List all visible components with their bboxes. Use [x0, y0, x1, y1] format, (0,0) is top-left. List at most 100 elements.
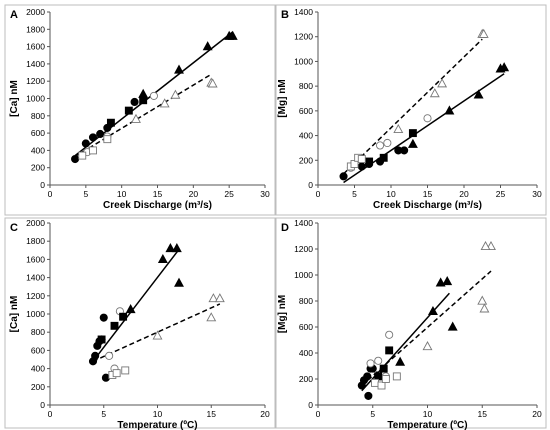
dashed-fit-line: [343, 38, 483, 175]
data-point-filled-triangle: [395, 356, 406, 366]
data-point-filled-square: [119, 312, 128, 321]
x-tick-label: 25: [224, 189, 234, 199]
data-point-open-square: [121, 366, 130, 375]
y-tick-label: 1600: [26, 42, 45, 52]
x-tick-label: 20: [260, 409, 270, 419]
data-point-filled-triangle: [138, 88, 149, 98]
data-point-open-square: [89, 146, 97, 155]
data-point-filled-square: [408, 129, 417, 138]
data-point-filled-square: [97, 335, 106, 344]
y-tick-label: 600: [31, 128, 45, 138]
data-point-open-triangle: [170, 89, 181, 99]
x-tick-label: 20: [459, 189, 469, 199]
panel-d: 0 200 400 600 800 1000 1200 1400 0 5 10 15 20 Tempera…: [275, 217, 547, 430]
x-tick-label: 10: [153, 409, 163, 419]
x-tick-label: 10: [423, 409, 433, 419]
x-axis-label: Creek Discharge (m³/s): [373, 200, 482, 211]
data-point-open-circle: [105, 351, 114, 360]
y-tick-label: 200: [299, 374, 313, 384]
y-tick-label: 400: [31, 364, 45, 374]
data-point-open-triangle: [480, 240, 491, 251]
y-tick-label: 2000: [26, 218, 45, 228]
data-point-open-triangle: [478, 28, 489, 38]
data-point-open-circle: [149, 91, 158, 100]
y-tick-label: 400: [299, 131, 313, 141]
y-tick-label: 800: [31, 111, 45, 121]
x-tick-label: 30: [532, 189, 542, 199]
y-tick-label: 1400: [26, 59, 45, 69]
data-point-open-triangle: [131, 113, 141, 123]
data-point-filled-triangle: [499, 62, 510, 72]
x-tick-label: 5: [352, 189, 357, 199]
x-tick-label: 0: [316, 189, 321, 199]
data-point-filled-circle: [96, 129, 105, 139]
panel-frame: [275, 217, 547, 429]
data-point-filled-triangle: [442, 276, 453, 286]
y-tick-label: 200: [31, 163, 45, 173]
data-point-filled-circle: [339, 172, 348, 181]
y-tick-label: 800: [299, 81, 313, 91]
data-point-filled-triangle: [157, 253, 168, 264]
data-point-open-square: [78, 151, 87, 160]
y-tick-label: 0: [308, 400, 313, 410]
y-tick-label: 1200: [26, 291, 45, 301]
data-point-open-square: [112, 369, 121, 378]
x-tick-label: 0: [316, 409, 321, 419]
x-tick-label: 25: [496, 189, 506, 199]
solid-fit-line: [92, 248, 180, 362]
data-point-open-circle: [366, 359, 375, 368]
data-point-filled-triangle: [125, 304, 136, 314]
data-point-filled-circle: [400, 146, 409, 155]
panel-frame: [4, 217, 276, 429]
data-point-open-square: [377, 381, 386, 390]
panel-frame: [275, 4, 547, 216]
data-point-open-circle: [385, 330, 394, 339]
data-point-filled-triangle: [444, 105, 455, 115]
data-point-filled-square: [374, 372, 383, 381]
x-axis-label: Temperature (ºC): [117, 420, 197, 430]
data-point-filled-circle: [99, 313, 108, 322]
dashed-fit-line: [92, 303, 221, 363]
y-tick-label: 1800: [26, 236, 45, 246]
x-axis-label: Creek Discharge (m³/s): [103, 200, 212, 211]
y-axis-label: [Ca] nM: [9, 296, 20, 333]
data-point-open-circle: [423, 114, 432, 123]
panel-letter: B: [281, 9, 289, 21]
data-point-filled-circle: [130, 97, 139, 107]
data-point-open-circle: [374, 356, 383, 365]
x-tick-label: 0: [48, 189, 53, 199]
data-point-open-triangle: [208, 293, 219, 303]
x-tick-label: 10: [117, 189, 127, 199]
data-point-filled-square: [379, 153, 388, 162]
data-point-open-triangle: [437, 78, 448, 88]
y-tick-label: 1000: [26, 94, 45, 104]
y-axis-label: [Ca] nM: [9, 80, 20, 117]
y-tick-label: 1000: [294, 56, 313, 66]
x-axis-label: Temperature (ºC): [387, 420, 467, 430]
y-tick-label: 200: [299, 155, 313, 165]
data-point-filled-circle: [363, 372, 372, 381]
data-point-open-triangle: [159, 98, 170, 108]
y-tick-label: 1400: [294, 7, 313, 17]
data-point-open-circle: [375, 141, 385, 150]
data-point-open-square: [103, 135, 112, 144]
panel-b: 0 200 400 600 800 1000 1200 1400 0 5 10 15 20 25 30 Cre…: [275, 4, 547, 216]
y-tick-label: 0: [40, 180, 45, 190]
data-point-open-triangle: [206, 312, 217, 322]
data-point-filled-square: [124, 106, 133, 115]
data-point-filled-triangle: [171, 243, 182, 253]
x-tick-label: 15: [478, 409, 488, 419]
data-point-open-triangle: [207, 78, 218, 88]
data-point-filled-circle: [91, 351, 100, 360]
panel-c: 0 200 400 600 800 1000 1200 1400 1600 1800 2000 0 5 1…: [4, 217, 276, 430]
y-tick-label: 2000: [26, 7, 45, 17]
data-point-filled-square: [365, 157, 374, 166]
data-point-filled-triangle: [165, 243, 176, 253]
data-point-filled-circle: [364, 391, 373, 400]
y-tick-label: 1200: [26, 76, 45, 86]
y-tick-label: 1200: [294, 32, 313, 42]
panel-a: 0 200 400 600 800 1000 1200 1400 1600 1800 2000 0 5 1…: [4, 4, 276, 216]
data-point-filled-circle: [88, 133, 98, 142]
y-tick-label: 400: [299, 348, 313, 358]
y-tick-label: 600: [299, 322, 313, 332]
